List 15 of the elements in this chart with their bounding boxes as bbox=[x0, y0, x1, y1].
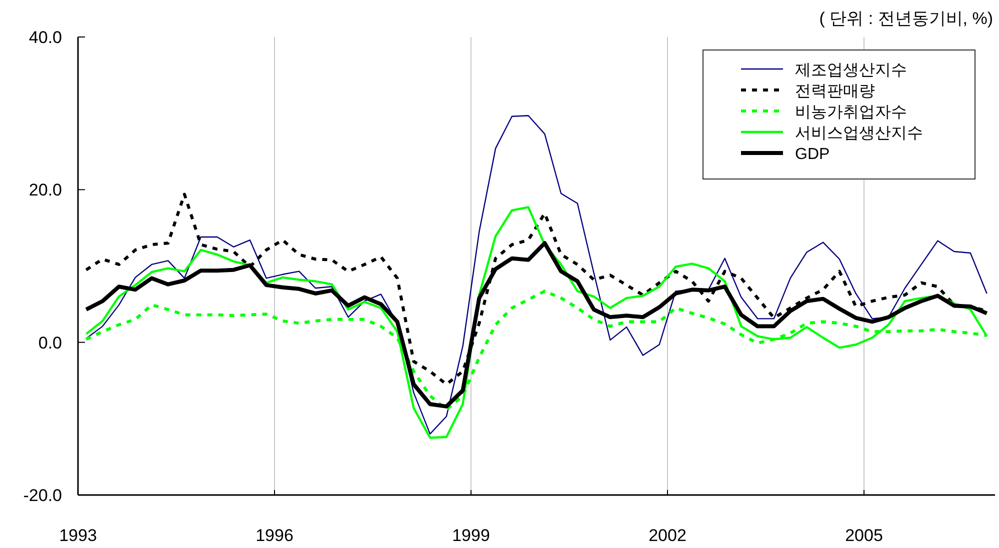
y-tick-label: 0.0 bbox=[38, 333, 62, 352]
x-tick-label: 1996 bbox=[256, 526, 294, 545]
y-tick-label: 20.0 bbox=[28, 180, 62, 200]
x-tick-label: 2005 bbox=[845, 526, 883, 545]
y-tick-label: -20.0 bbox=[23, 486, 62, 505]
y-tick-label: 40.0 bbox=[28, 28, 62, 47]
x-tick-label: 1993 bbox=[59, 526, 97, 545]
legend-label: 제조업생산지수 bbox=[795, 62, 907, 79]
text: ( 단위 : 전년동기비, %) bbox=[819, 9, 993, 28]
x-tick-label: 1999 bbox=[452, 526, 490, 545]
legend-label: GDP bbox=[795, 146, 830, 163]
legend-label: 비농가취업자수 bbox=[795, 104, 907, 121]
x-tick-label: 2002 bbox=[648, 526, 686, 545]
legend-label: 서비스업생산지수 bbox=[795, 125, 923, 142]
legend-label: 전력판매량 bbox=[795, 83, 875, 100]
